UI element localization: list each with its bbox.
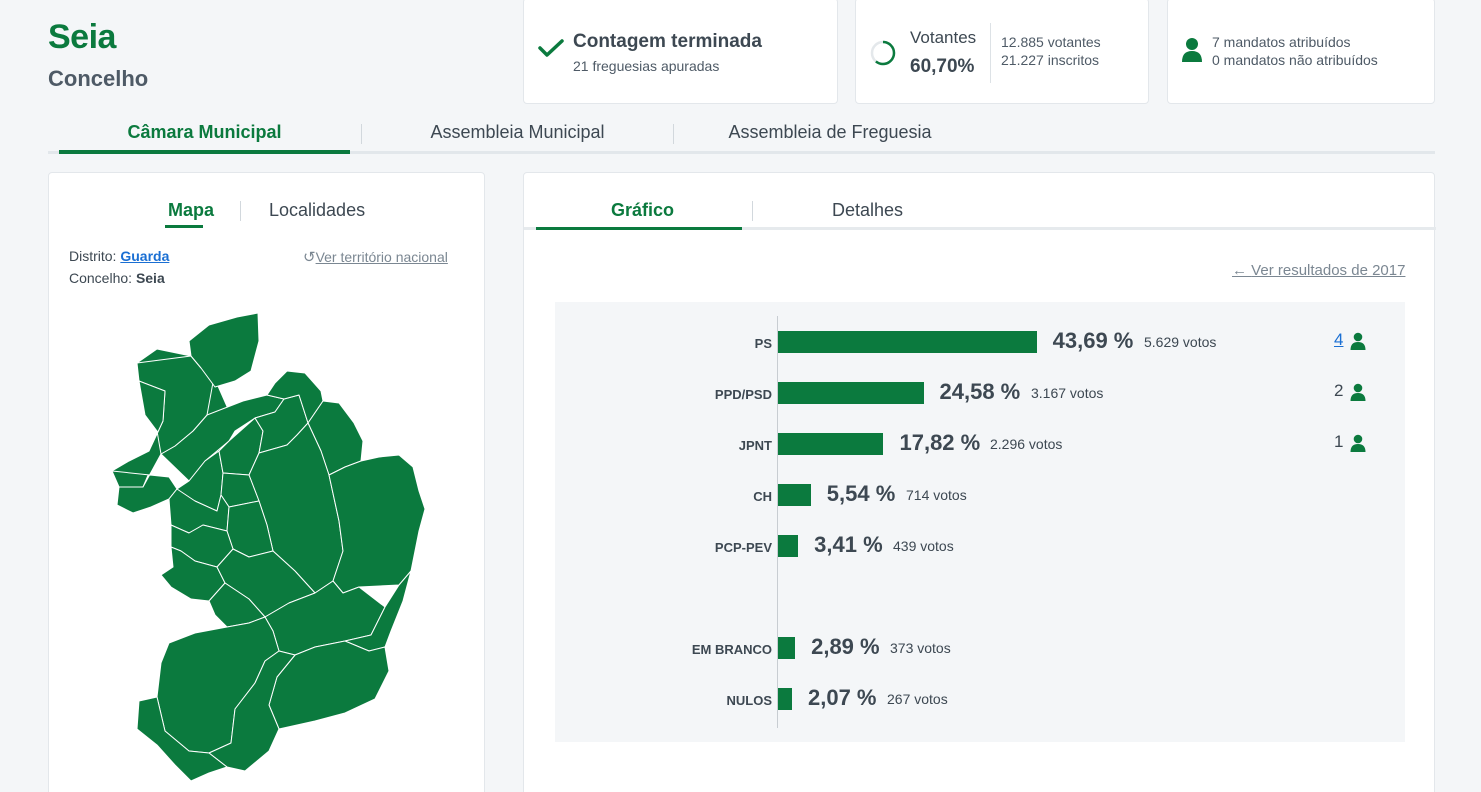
active-tab-indicator <box>165 225 203 228</box>
votes-label: 714 votos <box>906 487 967 503</box>
votes-label: 373 votos <box>890 640 951 656</box>
active-tab-indicator <box>59 150 350 154</box>
chart-bar <box>778 637 796 659</box>
person-icon <box>1350 383 1366 401</box>
tab-grafico[interactable]: Gráfico <box>611 200 675 220</box>
voters-label: Votantes <box>910 28 977 47</box>
tab-separator <box>240 201 241 221</box>
party-label: EM BRANCO <box>691 642 772 657</box>
percent-label: 43,69 % <box>1052 328 1134 353</box>
mandates-text: 7 mandatos atribuídos 0 mandatos não atr… <box>1212 33 1378 69</box>
registered-count: 21.227 inscritos <box>1001 52 1100 68</box>
tabs-divider <box>524 227 1436 230</box>
results-panel: Gráfico Detalhes ← Ver resultados de 201… <box>523 172 1436 792</box>
tab-mapa[interactable]: Mapa <box>168 200 215 220</box>
percent-label: 24,58 % <box>939 379 1021 404</box>
chart-bar <box>778 382 924 404</box>
voters-counts: 12.885 votantes 21.227 inscritos <box>1001 33 1101 69</box>
seats-count: 2 <box>1334 381 1344 400</box>
district-label: Distrito: <box>69 248 117 264</box>
map-parish[interactable] <box>328 454 426 594</box>
chart-bar <box>778 433 884 455</box>
divider <box>990 23 991 83</box>
votes-label: 267 votos <box>887 691 948 707</box>
chart-row: EM BRANCO 2,89 % 373 votos <box>555 634 1405 665</box>
party-label: PS <box>754 336 772 351</box>
previous-results-link[interactable]: ← Ver resultados de 2017 <box>1232 262 1406 279</box>
party-label: JPNT <box>738 438 772 453</box>
seats-count: 1 <box>1334 432 1344 451</box>
arrow-left-icon: ← <box>1232 262 1247 279</box>
tab-assembleia-freguesia[interactable]: Assembleia de Freguesia <box>728 122 932 142</box>
active-tab-indicator <box>536 227 742 230</box>
chart-bar <box>778 331 1037 353</box>
count-status-title: Contagem terminada <box>573 31 762 52</box>
count-status-card: Contagem terminada 21 freguesias apurada… <box>523 0 838 104</box>
party-label: NULOS <box>726 693 773 708</box>
count-status-subtitle: 21 freguesias apuradas <box>573 58 720 74</box>
map-parish[interactable] <box>266 370 324 424</box>
votes-label: 2.296 votos <box>990 436 1063 452</box>
tab-separator <box>673 124 674 144</box>
turnout-percent: 60,70% <box>910 56 975 77</box>
page-title: Seia <box>48 18 116 56</box>
voters-card: Votantes 60,70% 12.885 votantes 21.227 i… <box>855 0 1149 104</box>
tab-localidades[interactable]: Localidades <box>269 200 366 220</box>
person-icon <box>1182 38 1202 62</box>
mandates-unassigned: 0 mandatos não atribuídos <box>1212 52 1378 68</box>
page-subtitle: Concelho <box>48 66 149 91</box>
election-tabs: Câmara Municipal Assembleia Municipal As… <box>48 112 1435 154</box>
map-parish[interactable] <box>208 650 296 772</box>
chart-bar <box>778 484 811 506</box>
chart-axis <box>777 316 778 728</box>
votes-label: 5.629 votos <box>1144 334 1217 350</box>
seats-count[interactable]: 4 <box>1334 330 1344 349</box>
county-info: Concelho: Seia <box>69 270 165 286</box>
votes-label: 439 votos <box>893 538 954 554</box>
tab-camara-municipal[interactable]: Câmara Municipal <box>127 122 282 142</box>
county-map[interactable] <box>109 311 429 781</box>
chart-row: CH 5,54 % 714 votos <box>555 481 1405 512</box>
percent-label: 5,54 % <box>826 481 896 506</box>
person-icon <box>1350 332 1366 350</box>
chart-bar <box>778 535 799 557</box>
chart-row: PCP-PEV 3,41 % 439 votos <box>555 532 1405 563</box>
tab-separator <box>361 124 362 144</box>
voters-count: 12.885 votantes <box>1001 34 1101 50</box>
percent-label: 2,07 % <box>808 685 877 710</box>
person-icon <box>1350 434 1366 452</box>
chart-row: JPNT 17,82 % 2.296 votos 1 <box>555 430 1405 461</box>
party-label: CH <box>753 489 772 504</box>
party-label: PCP-PEV <box>714 540 772 555</box>
mandates-assigned: 7 mandatos atribuídos <box>1212 34 1351 50</box>
map-parish[interactable] <box>136 312 260 388</box>
chart-bar <box>778 688 792 710</box>
tab-assembleia-municipal[interactable]: Assembleia Municipal <box>430 122 605 142</box>
percent-label: 3,41 % <box>814 532 883 557</box>
district-info: Distrito: Guarda <box>69 248 169 264</box>
turnout-ring-icon <box>870 40 896 66</box>
chart-row: NULOS 2,07 % 267 votos <box>555 685 1405 716</box>
results-chart: PS 43,69 % 5.629 votos 4 PPD/PSD 24,58 % 3.167… <box>555 302 1405 742</box>
check-icon <box>538 39 564 57</box>
percent-label: 2,89 % <box>811 634 880 659</box>
chart-row: PPD/PSD 24,58 % 3.167 votos 2 <box>555 379 1405 410</box>
county-value: Seia <box>135 270 165 286</box>
tab-separator <box>752 201 753 221</box>
national-territory-link[interactable]: ↺Ver território nacional <box>303 249 448 266</box>
map-panel: Mapa Localidades Distrito: Guarda Concel… <box>48 172 485 792</box>
tab-detalhes[interactable]: Detalhes <box>832 200 904 220</box>
votes-label: 3.167 votos <box>1031 385 1104 401</box>
mandates-card: 7 mandatos atribuídos 0 mandatos não atr… <box>1167 0 1435 104</box>
chart-row: PS 43,69 % 5.629 votos 4 <box>555 328 1405 359</box>
map-parish[interactable] <box>136 696 228 781</box>
percent-label: 17,82 % <box>899 430 981 455</box>
undo-icon: ↺ <box>303 249 316 266</box>
party-label: PPD/PSD <box>714 387 772 402</box>
county-label: Concelho: <box>69 270 133 286</box>
district-link[interactable]: Guarda <box>120 248 170 264</box>
